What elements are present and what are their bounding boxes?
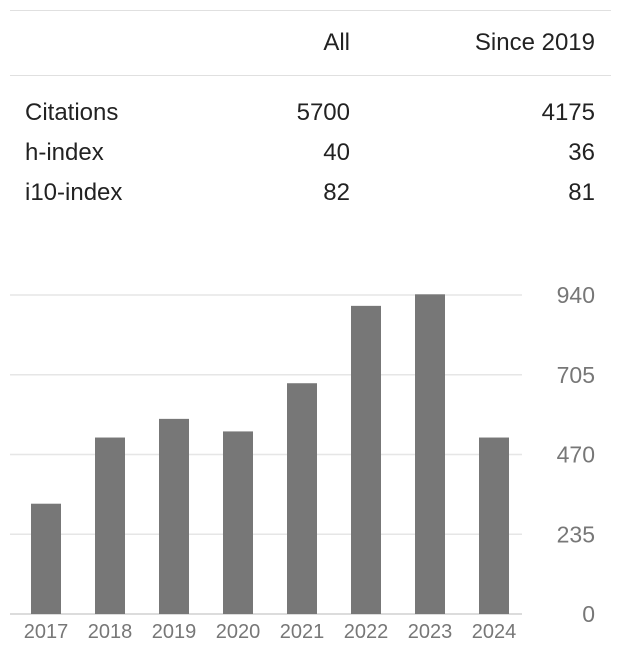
row-label-i10-index: i10-index bbox=[25, 179, 123, 206]
x-tick-label: 2021 bbox=[280, 621, 325, 643]
citations-all-value: 5700 bbox=[296, 99, 350, 126]
x-tick-label: 2019 bbox=[152, 621, 197, 643]
bar-2019[interactable] bbox=[159, 418, 189, 614]
citations-since-value: 4175 bbox=[541, 99, 595, 126]
x-tick-label: 2017 bbox=[24, 621, 69, 643]
row-label-h-index: h-index bbox=[25, 139, 104, 166]
column-header-all: All bbox=[323, 29, 350, 56]
h-index-since-value: 36 bbox=[568, 139, 595, 166]
bar-2023[interactable] bbox=[415, 294, 445, 614]
y-tick-label: 705 bbox=[557, 362, 595, 388]
x-tick-label: 2024 bbox=[472, 621, 517, 643]
column-header-since: Since 2019 bbox=[474, 29, 595, 56]
bar-2017[interactable] bbox=[31, 503, 61, 614]
h-index-all-value: 40 bbox=[323, 139, 350, 166]
table-top-divider bbox=[10, 10, 611, 11]
y-tick-label: 0 bbox=[582, 601, 595, 627]
i10-index-since-value: 81 bbox=[568, 179, 595, 206]
table-header-divider bbox=[10, 75, 611, 76]
row-label-citations: Citations bbox=[25, 99, 119, 126]
x-tick-label: 2018 bbox=[88, 621, 133, 643]
x-tick-label: 2022 bbox=[344, 621, 389, 643]
y-tick-label: 235 bbox=[557, 521, 595, 547]
bar-2020[interactable] bbox=[223, 431, 253, 614]
x-tick-label: 2020 bbox=[216, 621, 261, 643]
bar-2024[interactable] bbox=[479, 437, 509, 614]
y-tick-label: 940 bbox=[557, 282, 595, 308]
i10-index-all-value: 82 bbox=[323, 179, 350, 206]
bar-2022[interactable] bbox=[351, 305, 381, 614]
bar-2021[interactable] bbox=[287, 383, 317, 614]
x-tick-label: 2023 bbox=[408, 621, 453, 643]
bar-2018[interactable] bbox=[95, 437, 125, 614]
y-tick-label: 470 bbox=[557, 442, 595, 468]
